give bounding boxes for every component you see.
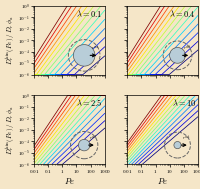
Y-axis label: $D_r^{\rm kin}(Pe)\,/\,D_r\,\phi_a$: $D_r^{\rm kin}(Pe)\,/\,D_r\,\phi_a$ [5,15,17,65]
Text: $\lambda = 0.1$: $\lambda = 0.1$ [76,8,103,19]
X-axis label: $Pe$: $Pe$ [64,176,75,186]
Text: $\lambda = 2.5$: $\lambda = 2.5$ [76,98,103,108]
Text: $\lambda = 10$: $\lambda = 10$ [172,98,196,108]
Text: $\lambda = 0.4$: $\lambda = 0.4$ [169,8,196,19]
X-axis label: $Pe$: $Pe$ [157,176,168,186]
Y-axis label: $D_r^{\rm kin}(Pe)\,/\,D_r\,\phi_a$: $D_r^{\rm kin}(Pe)\,/\,D_r\,\phi_a$ [5,105,17,155]
